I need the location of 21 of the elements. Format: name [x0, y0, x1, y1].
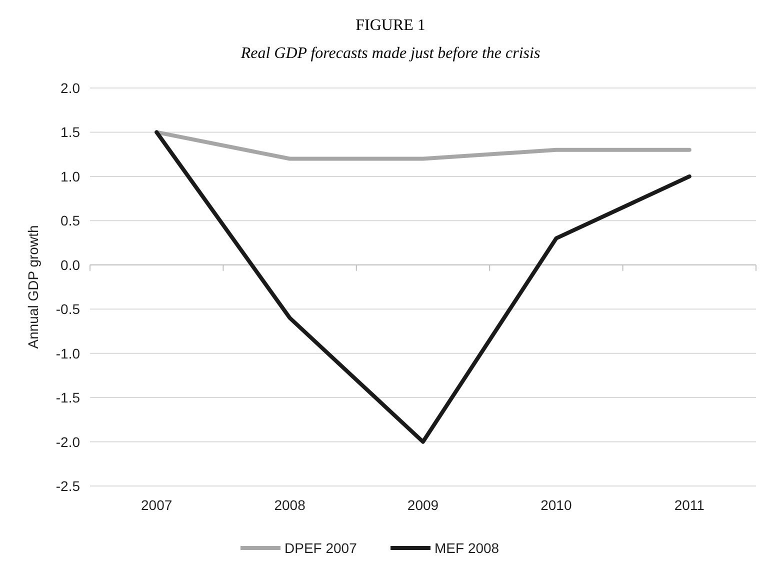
- y-tick-label: -2.5: [56, 478, 80, 494]
- x-tick-label: 2011: [674, 497, 705, 513]
- y-tick-label: -1.5: [56, 390, 80, 406]
- y-tick-label: -0.5: [56, 301, 80, 318]
- y-tick-label: 1.5: [60, 124, 80, 140]
- y-tick-label: 1.0: [60, 168, 80, 184]
- y-tick-label: 2.0: [60, 80, 80, 96]
- x-tick-label: 2009: [407, 497, 439, 513]
- y-tick-label: 0.0: [60, 256, 80, 273]
- chart-title: FIGURE 1: [356, 17, 426, 34]
- y-tick-label: -1.0: [56, 345, 80, 362]
- y-tick-label: -2.0: [56, 434, 80, 450]
- x-tick-label: 2010: [540, 497, 572, 513]
- x-tick-label: 2008: [274, 497, 306, 513]
- legend-label: MEF 2008: [434, 540, 500, 556]
- y-tick-label: 0.5: [60, 212, 80, 229]
- y-axis-title: Annual GDP growth: [25, 225, 41, 349]
- legend-label: DPEF 2007: [284, 540, 358, 556]
- x-tick-label: 2007: [141, 497, 172, 513]
- chart-subtitle: Real GDP forecasts made just before the crisis: [240, 45, 540, 62]
- line-series: [154, 130, 692, 444]
